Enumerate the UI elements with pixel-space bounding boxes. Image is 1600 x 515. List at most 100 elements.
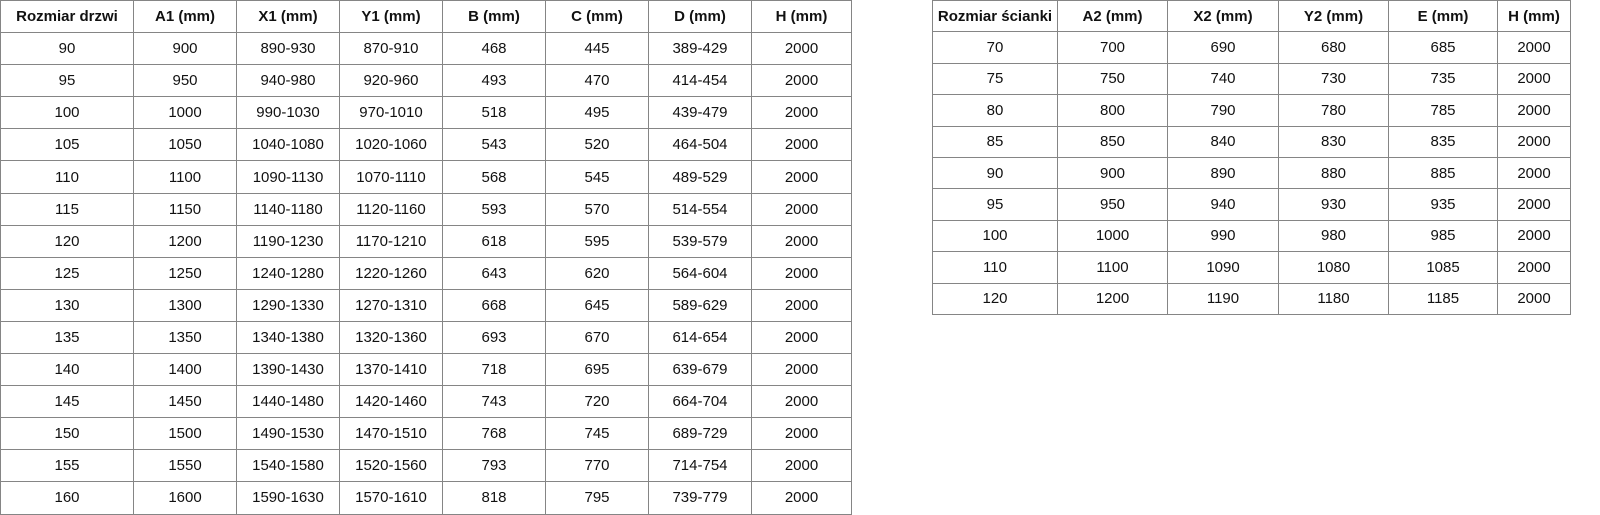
table-cell: 495	[545, 96, 649, 130]
table-cell: 2000	[1497, 156, 1571, 190]
table-row: 125 1250 1240-1280 1220-1260 643 620 564-604 20…	[0, 256, 852, 290]
table-cell: 639-679	[648, 353, 752, 387]
table-cell: 493	[442, 64, 546, 98]
table-cell: 543	[442, 128, 546, 162]
table-cell: 100	[0, 96, 134, 130]
table-row: 75 750 740 730 735 2000	[932, 62, 1571, 96]
table-cell: 439-479	[648, 96, 752, 130]
door-table-body: 90 900 890-930 870-910 468 445 389-429 2000 95 95…	[0, 32, 852, 515]
table-cell: 70	[932, 31, 1058, 64]
table-row: 155 1550 1540-1580 1520-1560 793 770 714-754 20…	[0, 449, 852, 483]
table-cell: 110	[0, 160, 134, 194]
table-row: 95 950 940-980 920-960 493 470 414-454 2000	[0, 64, 852, 98]
table-row: 85 850 840 830 835 2000	[932, 125, 1571, 158]
table-cell: 2000	[1497, 188, 1571, 221]
column-header: X1 (mm)	[236, 0, 340, 34]
table-cell: 1590-1630	[236, 481, 340, 515]
table-cell: 850	[1057, 125, 1168, 158]
table-cell: 940-980	[236, 64, 340, 98]
table-cell: 2000	[751, 32, 852, 66]
table-cell: 930	[1278, 188, 1389, 221]
table-cell: 668	[442, 288, 546, 322]
table-cell: 514-554	[648, 192, 752, 226]
table-cell: 90	[0, 32, 134, 66]
table-cell: 80	[932, 94, 1058, 127]
table-cell: 880	[1278, 156, 1389, 190]
table-cell: 614-654	[648, 320, 752, 355]
table-cell: 1170-1210	[339, 224, 443, 258]
table-cell: 1190-1230	[236, 224, 340, 258]
table-cell: 664-704	[648, 385, 752, 419]
table-cell: 95	[932, 188, 1058, 221]
table-row: 100 1000 990-1030 970-1010 518 495 439-479 2000	[0, 96, 852, 130]
table-cell: 110	[932, 251, 1058, 284]
table-cell: 568	[442, 160, 546, 194]
table-cell: 720	[545, 385, 649, 419]
table-cell: 1300	[133, 288, 237, 322]
table-cell: 1340-1380	[236, 320, 340, 355]
table-cell: 695	[545, 353, 649, 387]
table-cell: 980	[1278, 219, 1389, 253]
table-cell: 770	[545, 449, 649, 483]
table-cell: 595	[545, 224, 649, 258]
column-header: X2 (mm)	[1167, 0, 1279, 33]
table-cell: 1540-1580	[236, 449, 340, 483]
table-row: 145 1450 1440-1480 1420-1460 743 720 664-704 20…	[0, 385, 852, 419]
table-cell: 2000	[751, 128, 852, 162]
table-cell: 2000	[751, 64, 852, 98]
table-cell: 2000	[1497, 125, 1571, 158]
table-cell: 2000	[751, 160, 852, 194]
table-cell: 445	[545, 32, 649, 66]
column-header: C (mm)	[545, 0, 649, 34]
table-cell: 985	[1388, 219, 1498, 253]
wall-table-header: Rozmiar ścianki A2 (mm) X2 (mm) Y2 (mm) E (m…	[932, 0, 1571, 33]
column-header: Rozmiar drzwi	[0, 0, 134, 34]
table-cell: 693	[442, 320, 546, 355]
table-cell: 1180	[1278, 282, 1389, 315]
wall-panel-size-specification-table: Rozmiar ścianki A2 (mm) X2 (mm) Y2 (mm) E (m…	[932, 0, 1571, 315]
table-header-row: Rozmiar ścianki A2 (mm) X2 (mm) Y2 (mm) E (m…	[932, 0, 1571, 33]
table-cell: 1190	[1167, 282, 1279, 315]
column-header: A2 (mm)	[1057, 0, 1168, 33]
table-cell: 564-604	[648, 256, 752, 290]
table-row: 90 900 890 880 885 2000	[932, 156, 1571, 190]
table-cell: 670	[545, 320, 649, 355]
table-cell: 1020-1060	[339, 128, 443, 162]
table-cell: 2000	[1497, 251, 1571, 284]
column-header: H (mm)	[751, 0, 852, 34]
table-cell: 95	[0, 64, 134, 98]
table-cell: 740	[1167, 62, 1279, 96]
table-cell: 140	[0, 353, 134, 387]
table-cell: 950	[133, 64, 237, 98]
table-cell: 1270-1310	[339, 288, 443, 322]
table-row: 130 1300 1290-1330 1270-1310 668 645 589-629 20…	[0, 288, 852, 322]
table-cell: 1070-1110	[339, 160, 443, 194]
column-header: Rozmiar ścianki	[932, 0, 1058, 33]
table-cell: 780	[1278, 94, 1389, 127]
table-cell: 645	[545, 288, 649, 322]
table-cell: 489-529	[648, 160, 752, 194]
table-cell: 120	[932, 282, 1058, 315]
table-cell: 840	[1167, 125, 1279, 158]
table-cell: 1200	[1057, 282, 1168, 315]
table-cell: 818	[442, 481, 546, 515]
table-row: 140 1400 1390-1430 1370-1410 718 695 639-679 20…	[0, 353, 852, 387]
table-cell: 545	[545, 160, 649, 194]
table-cell: 990	[1167, 219, 1279, 253]
column-header: B (mm)	[442, 0, 546, 34]
table-cell: 1470-1510	[339, 417, 443, 451]
table-cell: 1040-1080	[236, 128, 340, 162]
table-cell: 900	[1057, 156, 1168, 190]
table-cell: 1390-1430	[236, 353, 340, 387]
table-cell: 1600	[133, 481, 237, 515]
table-cell: 1100	[133, 160, 237, 194]
table-row: 100 1000 990 980 985 2000	[932, 219, 1571, 253]
table-cell: 2000	[751, 320, 852, 355]
table-cell: 1450	[133, 385, 237, 419]
table-cell: 145	[0, 385, 134, 419]
table-cell: 1550	[133, 449, 237, 483]
table-cell: 718	[442, 353, 546, 387]
column-header: E (mm)	[1388, 0, 1498, 33]
table-row: 120 1200 1190-1230 1170-1210 618 595 539-579 20…	[0, 224, 852, 258]
table-cell: 1085	[1388, 251, 1498, 284]
